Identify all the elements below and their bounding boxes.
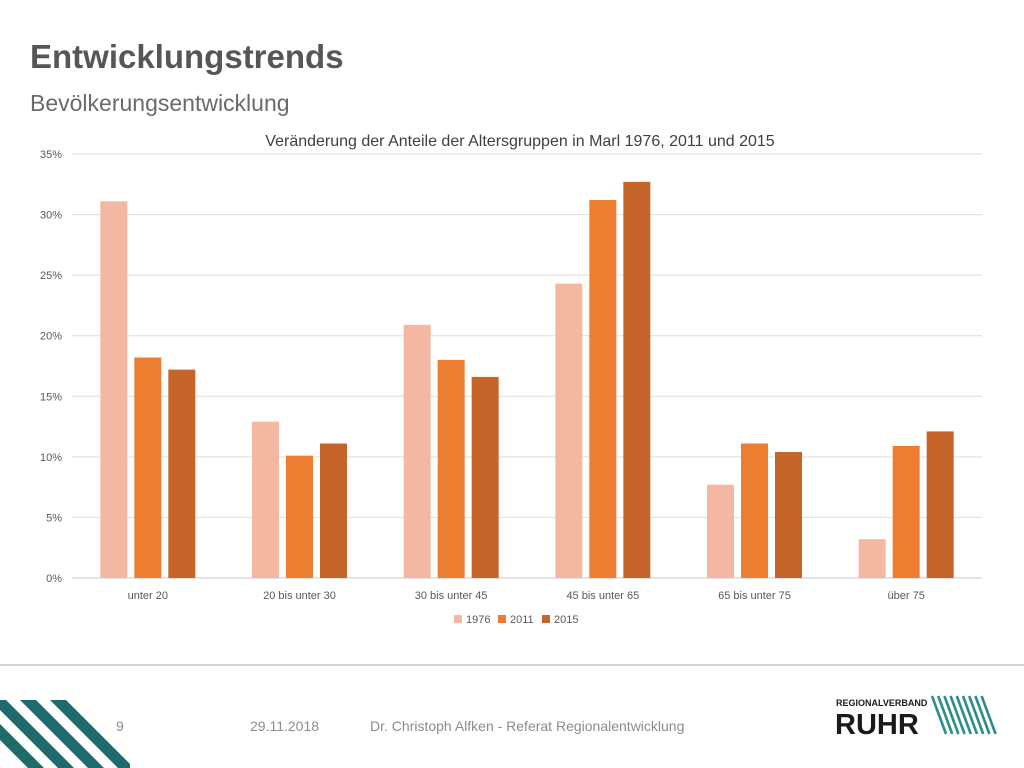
decorative-stripe: [0, 724, 44, 768]
logo-stripe: [930, 695, 948, 735]
y-tick-label: 10%: [40, 452, 62, 464]
logo-stripe: [980, 695, 997, 735]
legend-label-2015: 2015: [554, 614, 578, 626]
y-tick-label: 5%: [46, 512, 62, 524]
bar-1976: [858, 539, 886, 578]
footer-divider: [0, 664, 1024, 666]
bar-2015: [775, 452, 802, 578]
x-tick-label: 45 bis unter 65: [566, 590, 639, 602]
decorative-stripe: [20, 700, 104, 768]
x-tick-label: unter 20: [128, 590, 168, 602]
logo-stripe: [936, 695, 954, 735]
x-tick-label: über 75: [888, 590, 925, 602]
logo-line-2: RUHR: [835, 709, 919, 738]
slide-subtitle: Bevölkerungsentwicklung: [30, 90, 290, 116]
bar-2015: [926, 431, 954, 578]
bar-2011: [134, 357, 162, 578]
y-tick-label: 0%: [46, 573, 62, 585]
bar-1976: [555, 283, 583, 578]
bar-1976: [100, 201, 128, 578]
bar-2015: [320, 443, 347, 578]
slide-title: Entwicklungstrends: [30, 38, 344, 75]
bar-2011: [892, 445, 920, 578]
page-number: 9: [116, 718, 124, 734]
legend-swatch-2011: [498, 615, 506, 623]
bar-1976: [707, 484, 734, 578]
bar-2011: [437, 359, 465, 578]
bar-1976: [403, 324, 431, 578]
legend-swatch-2015: [542, 615, 550, 623]
logo-stripe: [974, 695, 991, 735]
regionalverband-ruhr-logo: REGIONALVERBAND RUHR: [835, 695, 997, 738]
footer-date: 29.11.2018: [250, 718, 320, 734]
y-tick-label: 15%: [40, 391, 62, 403]
logo-line-1: REGIONALVERBAND: [836, 698, 928, 708]
y-tick-label: 35%: [40, 149, 62, 161]
bar-1976: [252, 421, 279, 578]
y-tick-label: 25%: [40, 270, 62, 282]
legend-label-2011: 2011: [510, 614, 534, 626]
bar-chart: Veränderung der Anteile der Altersgruppe…: [40, 133, 982, 626]
logo-stripe: [961, 695, 979, 735]
logo-stripe: [967, 695, 985, 735]
logo-stripe: [949, 695, 966, 735]
footer-author: Dr. Christoph Alfken - Referat Regionale…: [370, 718, 685, 734]
chart-title: Veränderung der Anteile der Altersgruppe…: [265, 133, 775, 150]
logo-stripe: [943, 695, 960, 735]
decorative-stripe: [0, 700, 74, 768]
legend-label-1976: 1976: [466, 614, 490, 626]
x-tick-label: 20 bis unter 30: [263, 590, 336, 602]
logo-stripe-mark: [930, 695, 997, 735]
logo-stripe: [955, 695, 973, 735]
bar-2011: [286, 455, 313, 578]
x-tick-label: 30 bis unter 45: [415, 590, 488, 602]
legend-swatch-1976: [454, 615, 462, 623]
decorative-stripe: [50, 700, 130, 768]
x-tick-label: 65 bis unter 75: [718, 590, 791, 602]
y-tick-label: 20%: [40, 331, 62, 343]
corner-stripes-decoration: [0, 700, 130, 768]
bar-2015: [471, 376, 499, 578]
bar-2015: [168, 369, 196, 578]
y-tick-label: 30%: [40, 210, 62, 222]
bar-2015: [623, 181, 651, 578]
bar-2011: [589, 200, 617, 578]
bar-2011: [741, 443, 768, 578]
